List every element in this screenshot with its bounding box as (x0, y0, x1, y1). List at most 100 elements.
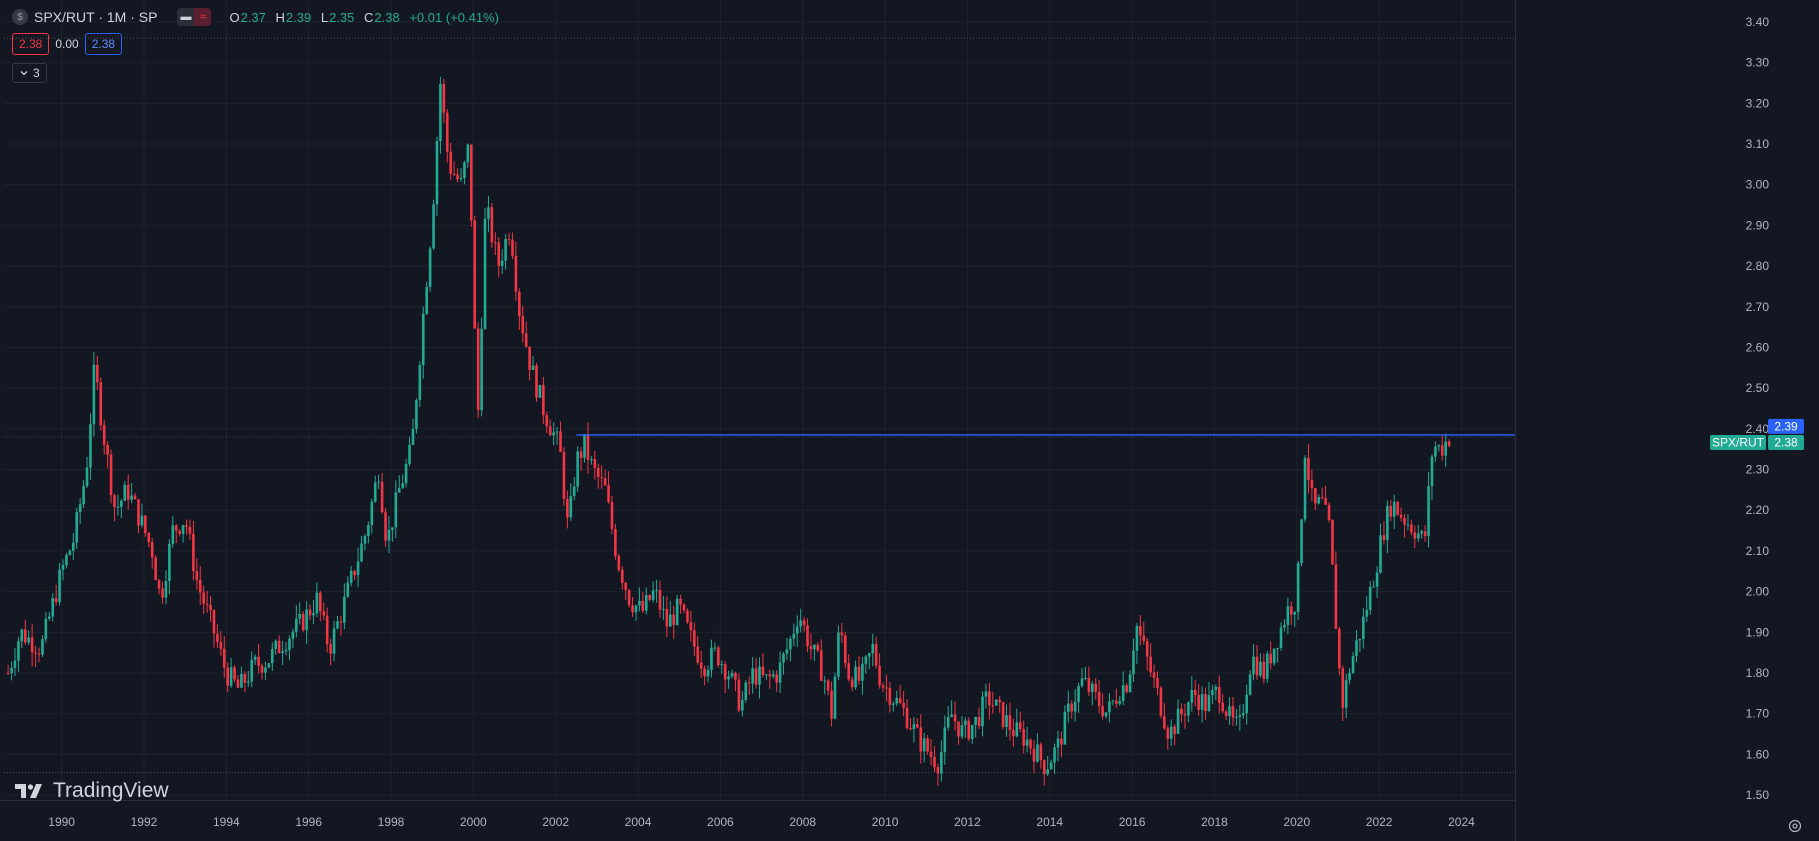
candle-body (17, 641, 20, 661)
candle-body (1252, 656, 1255, 675)
candle-body (329, 644, 332, 654)
candle-body (473, 220, 477, 329)
candle-body (1327, 504, 1331, 521)
candle-body (813, 644, 816, 650)
candle-body (682, 604, 686, 611)
candle-body (27, 637, 31, 643)
candle-body (44, 618, 48, 640)
candle-body (54, 598, 58, 603)
candle-body (830, 690, 833, 719)
candle-body (154, 557, 157, 581)
candle-body (1142, 635, 1146, 641)
candle-body (288, 638, 291, 650)
price-axis[interactable]: 3.40 3.30 3.20 3.10 3.00 2.90 2.80 2.70 2.60 2.50… (1515, 0, 1770, 841)
candle-body (1121, 685, 1125, 701)
price-tick-label: 2.70 (1746, 300, 1770, 314)
candle-body (497, 242, 501, 266)
candle-body (892, 703, 895, 705)
candle-body (250, 659, 254, 682)
candle-body (109, 454, 113, 496)
candle-body (843, 635, 847, 664)
candle-body (1025, 739, 1029, 746)
buy-button[interactable]: 2.38 (84, 33, 123, 55)
time-tick-label: 2006 (707, 815, 734, 829)
candle-body (1265, 653, 1269, 679)
candle-body (624, 582, 627, 591)
candle-body (456, 174, 459, 180)
candle-body (377, 481, 380, 483)
candle-body (744, 682, 748, 700)
candle-body (271, 648, 274, 664)
price-tick-label: 1.60 (1746, 747, 1770, 761)
candle-body (1423, 531, 1427, 537)
time-axis[interactable]: 1990 1992 1994 1996 1998 2000 2002 2004 2006 2008… (0, 800, 1515, 830)
candle-body (140, 515, 144, 526)
candle-body (1416, 533, 1420, 539)
candle-body (1128, 674, 1132, 693)
candle-body (106, 444, 109, 455)
candle-body (188, 527, 192, 534)
candle-body (120, 500, 123, 507)
candle-body (363, 535, 367, 544)
candle-body (476, 328, 480, 411)
candle-body (850, 679, 854, 688)
candle-body (1386, 505, 1389, 540)
candle-body (298, 613, 302, 619)
candle-body (1334, 564, 1338, 629)
candle-body (603, 478, 607, 486)
candle-body (178, 530, 181, 534)
candle-body (137, 499, 140, 526)
tradingview-logo[interactable]: TradingView (15, 779, 169, 803)
candle-body (1022, 728, 1025, 746)
candle-body (689, 622, 693, 631)
series-toggle[interactable]: ▬ ≈ (177, 8, 212, 26)
candle-body (212, 610, 216, 634)
approx-icon[interactable]: ≈ (194, 8, 212, 26)
sell-button[interactable]: 2.38 (12, 33, 50, 55)
candle-body (1344, 680, 1348, 708)
candle-body (775, 674, 778, 683)
time-tick-label: 2012 (954, 815, 981, 829)
time-tick-label: 2010 (872, 815, 899, 829)
candle-body (970, 724, 974, 740)
candle-body (147, 532, 151, 543)
candle-body (730, 672, 734, 677)
candle-body (747, 682, 751, 684)
candle-body (885, 687, 888, 689)
candle-body (37, 653, 41, 655)
candle-body (1193, 689, 1197, 696)
candle-body (679, 598, 682, 605)
candle-body (878, 665, 881, 686)
candle-body (620, 569, 624, 583)
time-tick-label: 1998 (378, 815, 405, 829)
candle-body (926, 738, 929, 752)
candle-body (861, 663, 864, 681)
candle-body (600, 477, 603, 479)
candle-body (240, 673, 243, 688)
time-tick-label: 2020 (1283, 815, 1310, 829)
candle-body (202, 592, 205, 604)
symbol-title[interactable]: SPX/RUT · 1M · SP (34, 9, 158, 25)
candle-body (967, 720, 971, 740)
candle-body (1324, 497, 1327, 505)
candle-body (658, 589, 662, 610)
candle-body (1063, 711, 1067, 745)
candle-body (1389, 505, 1393, 517)
indicators-toggle-button[interactable]: 3 (12, 63, 47, 83)
candle-body (727, 676, 730, 680)
candle-body (1365, 609, 1369, 617)
candle-body (655, 589, 658, 591)
price-tick-label: 1.80 (1746, 666, 1770, 680)
candle-body (1286, 606, 1290, 625)
candle-body (442, 84, 446, 113)
candle-body (1094, 683, 1098, 692)
minus-icon[interactable]: ▬ (177, 8, 195, 26)
last-price-label-bg (1768, 434, 1804, 450)
candle-body (974, 716, 977, 725)
candle-body (916, 724, 919, 728)
settings-icon[interactable] (1787, 818, 1803, 834)
candle-body (511, 239, 514, 256)
candle-body (761, 666, 765, 675)
candle-body (984, 691, 988, 697)
